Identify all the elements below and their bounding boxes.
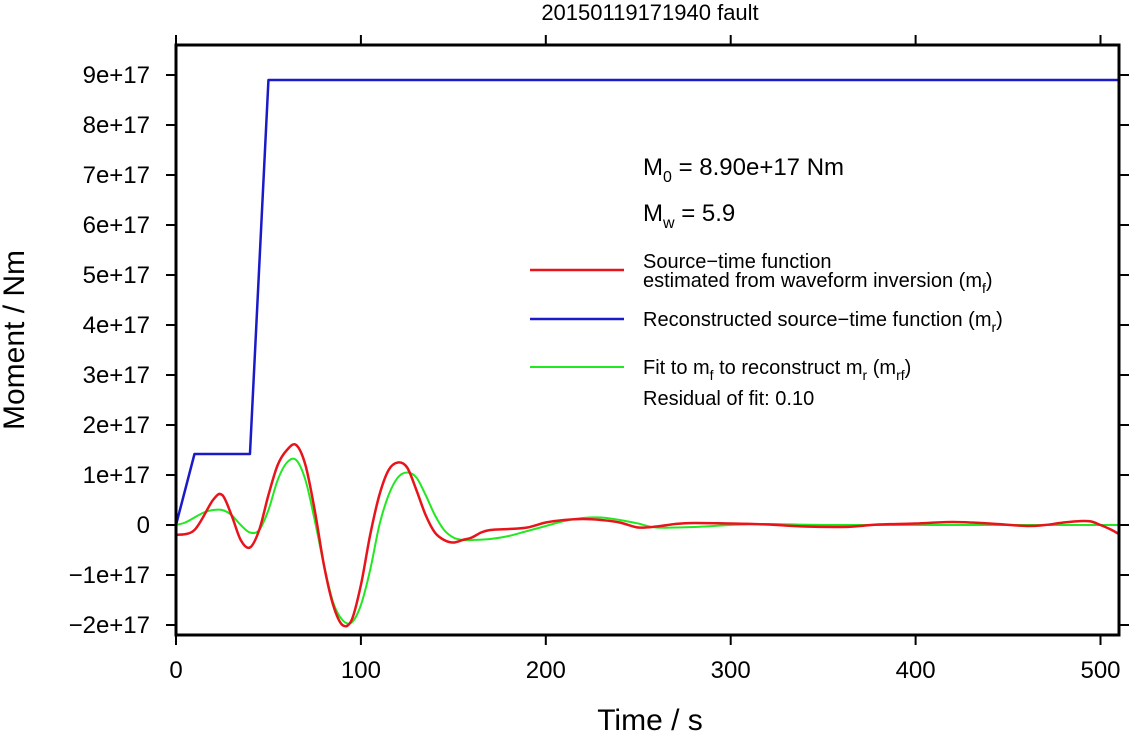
x-tick-label: 100: [341, 657, 381, 684]
legend-label-fit: Fit to mf to reconstruct mr (mrf): [643, 357, 911, 383]
y-tick-label: 8e+17: [83, 112, 150, 139]
series-line-fit: [175, 457, 1119, 625]
y-tick-label: 2e+17: [83, 412, 150, 439]
y-tick-label: −1e+17: [69, 562, 150, 589]
residual-label: Residual of fit: 0.10: [643, 388, 814, 410]
y-tick-label: 0: [137, 512, 150, 539]
plot-frame: [174, 43, 1121, 637]
x-tick-label: 300: [711, 657, 751, 684]
x-tick-label: 500: [1080, 657, 1120, 684]
y-axis-label: Moment / Nm: [0, 250, 31, 430]
legend-label-stf-line1: Source−time function: [643, 251, 831, 273]
legend-label-reconstructed: Reconstructed source−time function (mr): [643, 309, 1003, 335]
y-tick-label: 1e+17: [83, 462, 150, 489]
chart-title: 20150119171940 fault: [541, 0, 758, 25]
axis-ticks: 0 100 200 300 400 500 −2e+17 −1e+17 0 1e+17 2e+17 3…: [69, 35, 1129, 684]
x-tick-label: 400: [896, 657, 936, 684]
legend-label-stf-line2: estimated from waveform inversion (mf): [643, 270, 993, 296]
series-line-reconstructed: [174, 78, 1119, 526]
x-tick-label: 0: [169, 657, 182, 684]
legend: Source−time function estimated from wave…: [530, 251, 1003, 410]
y-tick-label: 6e+17: [83, 212, 150, 239]
y-tick-label: 4e+17: [83, 312, 150, 339]
y-tick-label: −2e+17: [69, 612, 150, 639]
plot-series: [174, 78, 1120, 628]
seismic-moment-label: M0 = 8.90e+17 Nm: [643, 154, 844, 186]
y-tick-label: 3e+17: [83, 362, 150, 389]
x-axis-label: Time / s: [597, 704, 703, 735]
y-tick-label: 5e+17: [83, 262, 150, 289]
y-tick-label: 7e+17: [83, 162, 150, 189]
y-tick-label: 9e+17: [83, 62, 150, 89]
x-tick-label: 200: [526, 657, 566, 684]
moment-magnitude-label: Mw = 5.9: [643, 200, 735, 232]
series-line-source-time-function: [175, 443, 1120, 628]
